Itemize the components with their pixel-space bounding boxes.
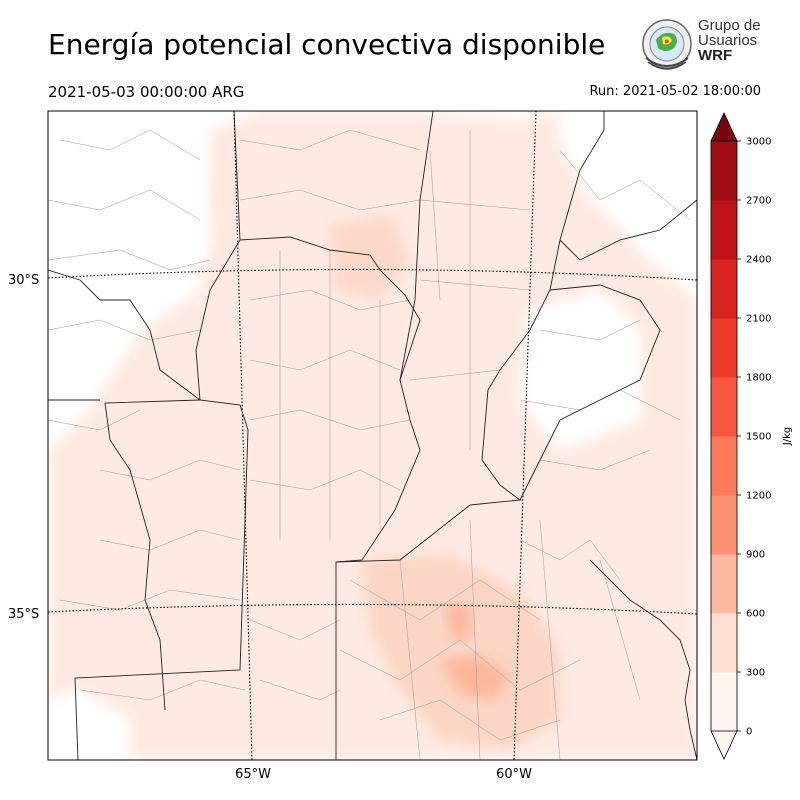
logo-line3: WRF	[698, 47, 733, 64]
colorbar-segment	[711, 259, 737, 319]
colorbar-segment	[711, 377, 737, 437]
page-title: Energía potencial convectiva disponible	[48, 28, 606, 61]
valid-time: 2021-05-03 00:00:00 ARG	[48, 83, 245, 101]
colorbar-tick-label: 0	[746, 727, 752, 738]
coastline	[589, 559, 697, 760]
colorbar-segment	[711, 436, 737, 496]
province-boundaries	[48, 111, 697, 760]
cape-shading	[48, 111, 697, 760]
colorbar-segment	[711, 495, 737, 555]
colorbar-tick-label: 600	[746, 609, 765, 620]
colorbar-tick-label: 2400	[746, 255, 771, 266]
colorbar-tick-label: 1800	[746, 373, 771, 384]
department-boundaries	[48, 129, 691, 760]
colorbar-segment	[711, 200, 737, 260]
logo-emblem-icon	[642, 19, 692, 70]
lat-label-35s: 35°S	[8, 607, 39, 622]
graticule	[48, 111, 697, 760]
colorbar-max-extend	[710, 112, 738, 142]
logo-line2: Usuarios	[698, 32, 758, 49]
colorbar-tick-label: 2100	[746, 314, 771, 325]
colorbar: 0 300 600 900 1200 1500 1800 2100 2400 2700 3000	[710, 112, 771, 760]
lon-label-60w: 60°W	[496, 767, 532, 782]
colorbar-tick-label: 1200	[746, 491, 771, 502]
colorbar-segment	[711, 672, 737, 732]
colorbar-segment	[711, 613, 737, 673]
colorbar-tick-label: 3000	[746, 137, 771, 148]
run-time: Run: 2021-05-02 18:00:00	[589, 84, 761, 99]
lat-label-30s: 30°S	[8, 273, 39, 288]
colorbar-segment	[711, 318, 737, 378]
lon-label-65w: 65°W	[235, 767, 271, 782]
colorbar-tick-label: 2700	[746, 196, 771, 207]
colorbar-min-extend	[710, 730, 738, 760]
colorbar-tick-label: 300	[746, 668, 765, 679]
colorbar-segment	[711, 141, 737, 201]
map-frame	[47, 110, 698, 761]
colorbar-tick-label: 1500	[746, 432, 771, 443]
colorbar-tick-label: 900	[746, 550, 765, 561]
colorbar-unit-label: J/kg	[782, 427, 793, 446]
grupo-usuarios-wrf-logo: Grupo de Usuarios WRF	[638, 18, 763, 73]
logo-line1: Grupo de	[698, 17, 761, 34]
colorbar-segment	[711, 554, 737, 614]
